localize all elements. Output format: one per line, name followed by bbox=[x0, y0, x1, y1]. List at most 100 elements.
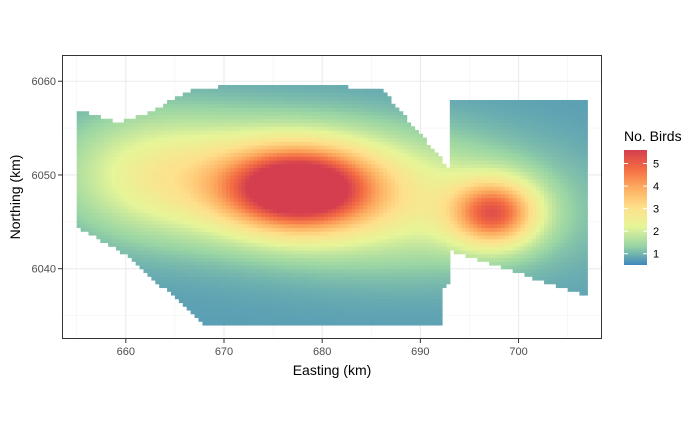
heatmap-cell bbox=[237, 261, 243, 266]
heatmap-cell bbox=[402, 291, 408, 296]
heatmap-cell bbox=[119, 242, 125, 247]
heatmap-cell bbox=[328, 309, 333, 315]
heatmap-cell bbox=[284, 283, 290, 289]
heatmap-cell bbox=[206, 148, 211, 154]
heatmap-cell bbox=[198, 287, 203, 292]
heatmap-cell bbox=[386, 122, 392, 127]
heatmap-cell bbox=[324, 268, 329, 274]
heatmap-cell bbox=[402, 208, 408, 214]
heatmap-cell bbox=[155, 122, 160, 127]
heatmap-cell bbox=[324, 238, 329, 244]
heatmap-cell bbox=[296, 186, 302, 191]
heatmap-cell bbox=[108, 204, 113, 210]
heatmap-cell bbox=[288, 163, 294, 169]
heatmap-cell bbox=[379, 317, 384, 322]
heatmap-cell bbox=[359, 178, 365, 184]
heatmap-cell bbox=[343, 283, 349, 289]
heatmap-cell bbox=[367, 219, 372, 225]
heatmap-cell bbox=[410, 231, 416, 236]
heatmap-cell bbox=[104, 129, 109, 135]
heatmap-cell bbox=[386, 261, 392, 266]
heatmap-cell bbox=[261, 99, 266, 105]
heatmap-cell bbox=[84, 144, 90, 150]
heatmap-cell bbox=[159, 122, 164, 127]
heatmap-cell bbox=[406, 219, 412, 225]
heatmap-cell bbox=[398, 193, 404, 199]
heatmap-cell bbox=[123, 197, 129, 202]
heatmap-cell bbox=[383, 107, 388, 112]
heatmap-cell bbox=[324, 309, 329, 315]
heatmap-cell bbox=[280, 287, 286, 292]
heatmap-cell bbox=[214, 118, 219, 124]
heatmap-cell bbox=[131, 253, 137, 259]
heatmap-cell bbox=[288, 291, 294, 296]
heatmap-cell bbox=[147, 148, 152, 154]
heatmap-cell bbox=[186, 152, 192, 157]
heatmap-cell bbox=[363, 167, 368, 172]
heatmap-cell bbox=[218, 201, 223, 206]
heatmap-cell bbox=[269, 182, 274, 187]
heatmap-cell bbox=[261, 294, 266, 300]
heatmap-cell bbox=[288, 171, 294, 176]
heatmap-cell bbox=[155, 129, 160, 135]
heatmap-cell bbox=[426, 294, 431, 300]
heatmap-cell bbox=[410, 321, 416, 326]
heatmap-cell bbox=[241, 167, 247, 172]
heatmap-cell bbox=[127, 159, 133, 165]
heatmap-cell bbox=[316, 208, 321, 214]
heatmap-cell bbox=[394, 231, 400, 236]
heatmap-cell bbox=[218, 223, 223, 229]
heatmap-cell bbox=[308, 242, 313, 247]
heatmap-cell bbox=[131, 242, 137, 247]
heatmap-cell bbox=[198, 302, 203, 307]
heatmap-cell bbox=[300, 227, 306, 232]
heatmap-cell bbox=[312, 159, 317, 165]
heatmap-cell bbox=[194, 242, 200, 247]
heatmap-cell bbox=[241, 219, 247, 225]
heatmap-cell bbox=[390, 272, 396, 277]
heatmap-cell bbox=[300, 92, 306, 97]
heatmap-cell bbox=[190, 287, 196, 292]
heatmap-cell bbox=[343, 234, 349, 240]
heatmap-cell bbox=[88, 141, 94, 146]
heatmap-cell bbox=[422, 148, 427, 154]
heatmap-cell bbox=[269, 231, 274, 236]
heatmap-cell bbox=[194, 186, 200, 191]
heatmap-cell bbox=[359, 174, 365, 180]
heatmap-cell bbox=[269, 276, 274, 281]
heatmap-cell bbox=[163, 133, 168, 139]
heatmap-cell bbox=[92, 193, 97, 199]
heatmap-cell bbox=[194, 171, 200, 176]
heatmap-cell bbox=[367, 197, 372, 202]
heatmap-cell bbox=[375, 152, 380, 157]
heatmap-cell bbox=[292, 321, 298, 326]
heatmap-cell bbox=[186, 193, 192, 199]
heatmap-cell bbox=[135, 171, 141, 176]
heatmap-cell bbox=[249, 144, 255, 150]
heatmap-cell bbox=[92, 178, 97, 184]
heatmap-cell bbox=[280, 129, 286, 135]
heatmap-cell bbox=[328, 182, 333, 187]
heatmap-cell bbox=[143, 212, 149, 217]
heatmap-cell bbox=[371, 208, 376, 214]
heatmap-cell bbox=[371, 201, 376, 206]
heatmap-cell bbox=[163, 114, 168, 120]
heatmap-cell bbox=[198, 272, 203, 277]
heatmap-cell bbox=[379, 227, 384, 232]
heatmap-cell bbox=[312, 272, 317, 277]
heatmap-cell bbox=[229, 272, 235, 277]
heatmap-cell bbox=[174, 264, 180, 270]
heatmap-cell bbox=[265, 189, 270, 195]
heatmap-cell bbox=[222, 234, 227, 240]
heatmap-cell bbox=[237, 294, 243, 300]
heatmap-cell bbox=[119, 249, 125, 255]
heatmap-cell bbox=[328, 163, 333, 169]
heatmap-cell bbox=[304, 234, 310, 240]
heatmap-cell bbox=[269, 201, 274, 206]
heatmap-cell bbox=[379, 253, 384, 259]
heatmap-cell bbox=[304, 201, 310, 206]
heatmap-cell bbox=[288, 144, 294, 150]
heatmap-cell bbox=[210, 287, 215, 292]
heatmap-cell bbox=[206, 242, 211, 247]
heatmap-cell bbox=[320, 287, 325, 292]
